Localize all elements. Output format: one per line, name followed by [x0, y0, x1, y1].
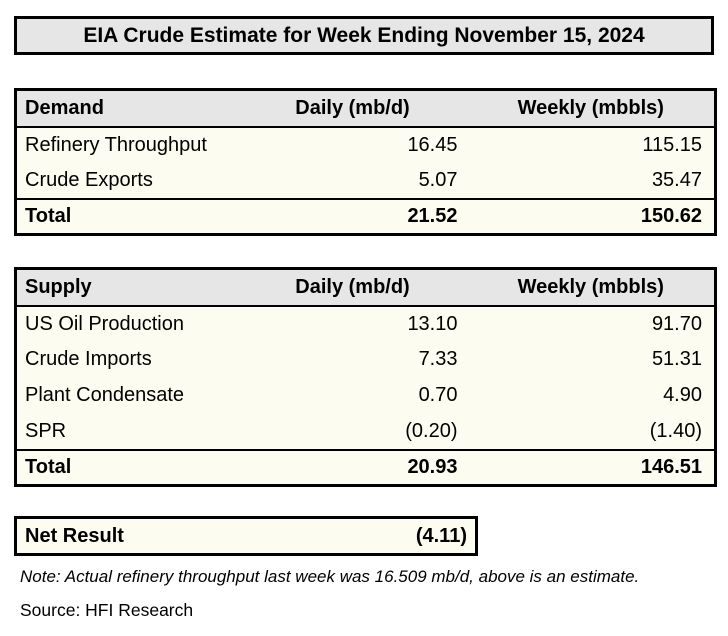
net-result-label: Net Result — [25, 524, 124, 547]
total-weekly-value: 146.51 — [467, 448, 716, 486]
daily-value: 5.07 — [418, 168, 458, 191]
total-weekly-value: 150.62 — [467, 197, 716, 235]
daily-column-header: Daily (mb/d) — [237, 89, 468, 128]
daily-value: 0.70 — [418, 384, 458, 406]
total-label: Total — [15, 448, 238, 486]
weekly-value: 115.15 — [642, 133, 702, 156]
demand-total-row: Total 21.52 150.62 — [15, 197, 716, 235]
weekly-value: 4.90 — [663, 384, 702, 406]
row-label: Refinery Throughput — [25, 133, 207, 156]
table-row: Crude Exports 5.07 35.47 — [16, 163, 716, 199]
supply-table: Supply Daily (mb/d) Weekly (mbbls) US Oi… — [14, 267, 717, 487]
table-row: SPR (0.20) (1.40) — [16, 414, 716, 450]
row-label: Crude Imports — [25, 348, 152, 370]
weekly-value: (1.40) — [649, 419, 702, 442]
net-result-box: Net Result (4.11) — [14, 516, 478, 556]
demand-column-header: Demand — [15, 89, 238, 128]
table-row: Plant Condensate 0.70 4.90 — [16, 378, 716, 414]
title-banner: EIA Crude Estimate for Week Ending Novem… — [14, 16, 714, 55]
source-text: Source: HFI Research — [20, 600, 194, 620]
row-label: Plant Condensate — [25, 384, 185, 406]
weekly-value: 91.70 — [651, 312, 702, 335]
daily-column-header: Daily (mb/d) — [237, 268, 468, 307]
daily-value: 13.10 — [407, 312, 458, 335]
row-label: SPR — [25, 419, 67, 442]
daily-value: 7.33 — [418, 348, 458, 370]
supply-column-header: Supply — [15, 268, 238, 307]
weekly-column-header: Weekly (mbbls) — [467, 89, 716, 128]
total-label: Total — [15, 197, 238, 235]
note-text: Note: Actual refinery throughput last we… — [20, 567, 640, 586]
supply-header-row: Supply Daily (mb/d) Weekly (mbbls) — [15, 268, 716, 307]
table-row: US Oil Production 13.10 91.70 — [16, 306, 716, 342]
table-row: Refinery Throughput 16.45 115.15 — [16, 127, 716, 163]
total-daily-value: 20.93 — [237, 448, 468, 486]
daily-value: 16.45 — [407, 133, 458, 156]
demand-table: Demand Daily (mb/d) Weekly (mbbls) Refin… — [14, 88, 717, 236]
supply-total-row: Total 20.93 146.51 — [15, 448, 716, 486]
weekly-column-header: Weekly (mbbls) — [467, 268, 716, 307]
weekly-value: 51.31 — [651, 348, 702, 370]
row-label: US Oil Production — [25, 312, 184, 335]
weekly-value: 35.47 — [651, 168, 702, 191]
daily-value: (0.20) — [405, 419, 458, 442]
row-label: Crude Exports — [25, 168, 153, 191]
demand-header-row: Demand Daily (mb/d) Weekly (mbbls) — [15, 89, 716, 128]
page-title: EIA Crude Estimate for Week Ending Novem… — [83, 23, 645, 47]
table-row: Crude Imports 7.33 51.31 — [16, 342, 716, 378]
net-result-value: (4.11) — [415, 524, 467, 547]
total-daily-value: 21.52 — [237, 197, 468, 235]
